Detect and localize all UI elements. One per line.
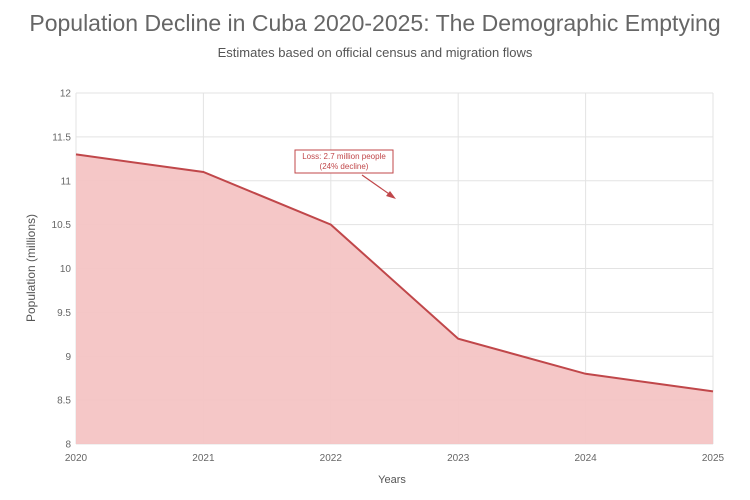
x-tick-label: 2020 <box>65 453 88 464</box>
area-fill <box>76 154 713 445</box>
y-tick-label: 9 <box>65 352 71 363</box>
arrow-head-icon <box>386 191 396 199</box>
series-line <box>75 153 714 393</box>
annotation: Loss: 2.7 million people (24% decline) <box>294 149 396 199</box>
x-axis-label: Years <box>378 474 406 486</box>
y-axis-label: Population (millions) <box>24 214 38 322</box>
y-tick-label: 11 <box>61 176 72 187</box>
y-tick-label: 11.5 <box>52 132 71 143</box>
x-tick-label: 2025 <box>702 453 725 464</box>
y-tick-label: 10 <box>60 264 72 275</box>
y-tick-label: 8 <box>65 440 71 451</box>
annotation-line1: Loss: 2.7 million people <box>302 152 386 161</box>
y-tick-label: 8.5 <box>57 396 71 407</box>
x-tick-label: 2022 <box>320 453 343 464</box>
x-tick-label: 2024 <box>574 453 597 464</box>
x-tick-label: 2023 <box>447 453 470 464</box>
annotation-arrow <box>361 174 393 197</box>
x-tick-label: 2021 <box>192 453 215 464</box>
annotation-line2: (24% decline) <box>320 162 369 171</box>
chart-subtitle: Estimates based on official census and m… <box>217 45 533 60</box>
y-tick-label: 9.5 <box>57 308 71 319</box>
annotation-box <box>294 149 394 174</box>
chart-title: Population Decline in Cuba 2020-2025: Th… <box>29 10 721 36</box>
y-tick-label: 10.5 <box>52 220 72 231</box>
y-tick-label: 12 <box>60 89 72 100</box>
